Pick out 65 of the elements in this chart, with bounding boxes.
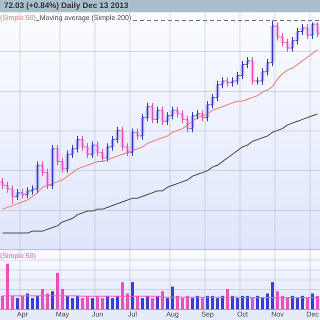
bar [266, 294, 269, 310]
bar [216, 298, 219, 310]
bar [131, 282, 134, 310]
bar [236, 298, 239, 310]
bar [116, 296, 119, 310]
bar [196, 296, 199, 310]
bar [36, 296, 39, 310]
bar [81, 298, 84, 310]
bar [201, 298, 204, 310]
bar [276, 291, 279, 310]
bar [121, 282, 124, 310]
bar [136, 296, 139, 310]
bar [171, 286, 174, 310]
bar [11, 296, 14, 310]
bar [71, 298, 74, 310]
bar [226, 288, 229, 310]
bar [221, 296, 224, 310]
bar [46, 294, 49, 310]
bar [96, 296, 99, 310]
bar [181, 298, 184, 310]
bar [316, 296, 319, 310]
bar [1, 296, 4, 310]
bar [26, 294, 29, 310]
bar [311, 294, 314, 310]
bar [166, 298, 169, 310]
bar [41, 288, 44, 310]
bar [51, 291, 54, 310]
bar [281, 296, 284, 310]
bar [21, 296, 24, 310]
bar [301, 296, 304, 310]
bar [101, 298, 104, 310]
bar [186, 296, 189, 310]
bar [66, 296, 69, 310]
bar [91, 298, 94, 310]
bar [6, 264, 9, 310]
bar [176, 296, 179, 310]
bar [61, 288, 64, 310]
bar [191, 298, 194, 310]
bar [151, 298, 154, 310]
bar [306, 298, 309, 310]
bar [56, 272, 59, 310]
bar [76, 296, 79, 310]
bar [261, 298, 264, 310]
bar [256, 296, 259, 310]
bar [106, 296, 109, 310]
bar [296, 298, 299, 310]
bar [161, 291, 164, 310]
bar [231, 296, 234, 310]
chart-title: 72.03 (+0.84%) Daily Dec 13 2013 [0, 0, 320, 12]
bar [241, 296, 244, 310]
bar [86, 296, 89, 310]
bar [31, 298, 34, 310]
bar [141, 298, 144, 310]
bar [206, 296, 209, 310]
bar [126, 294, 129, 310]
bar [271, 282, 274, 310]
bar [251, 298, 254, 310]
bar [246, 296, 249, 310]
bar [286, 298, 289, 310]
bar [16, 298, 19, 310]
bar [111, 298, 114, 310]
bar [156, 296, 159, 310]
bar [146, 296, 149, 310]
bar [211, 296, 214, 310]
bar [291, 296, 294, 310]
